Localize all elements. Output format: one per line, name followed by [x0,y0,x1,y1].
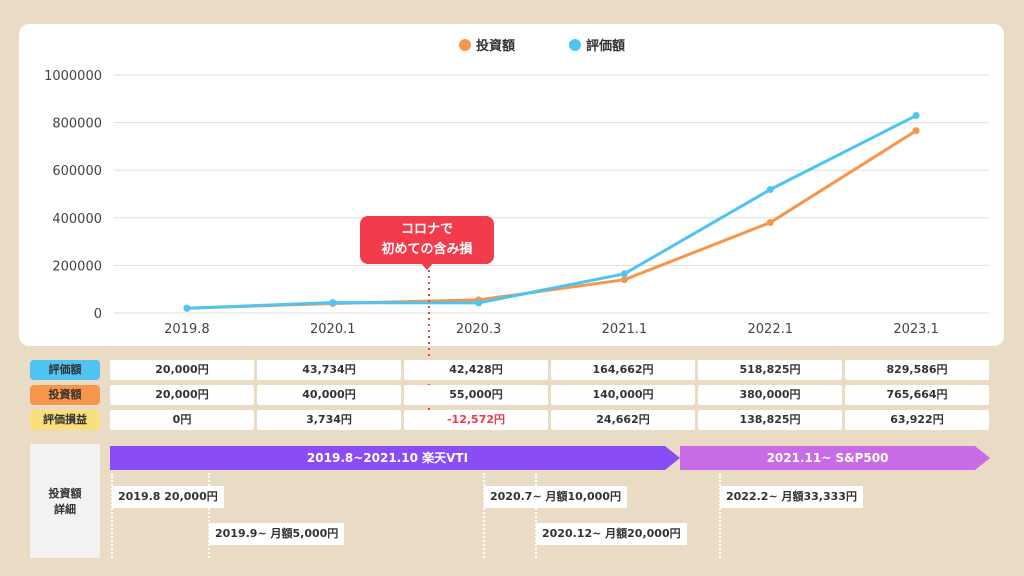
timeline-marker [535,473,537,558]
row-label: 投資額 [30,385,100,405]
timeline-marker [483,473,485,558]
y-tick-label: 800000 [52,117,102,132]
data-point [912,112,920,120]
investment-detail-label: 投資額 詳細 [30,444,100,558]
x-tick-label: 2020.3 [456,322,502,337]
legend-marker [569,39,581,51]
timeline-marker [208,473,210,558]
table-cell: 20,000円 [110,360,254,380]
callout-tail [420,262,434,270]
y-tick-label: 1000000 [44,69,102,84]
data-point [329,299,337,307]
table-cell: 63,922円 [845,410,989,430]
data-point [475,299,483,307]
chart-card: 0 200000 400000 600000 800000 1000000 2019.8 20… [19,24,1004,346]
detail-label-line-2: 詳細 [54,503,76,516]
timeline-marker [719,473,721,558]
table-cell: -12,572円 [404,410,548,430]
table-cell: 20,000円 [110,385,254,405]
data-point [912,127,920,135]
line-chart: 0 200000 400000 600000 800000 1000000 2019.8 20… [44,38,989,337]
table-cell: 0円 [110,410,254,430]
x-tick-label: 2019.8 [164,322,210,337]
band-label-vti: 2019.8~2021.10 楽天VTI [306,451,469,465]
table-cell: 55,000円 [404,385,548,405]
table-cell: 765,664円 [845,385,989,405]
legend-marker [459,39,471,51]
table-cell: 140,000円 [551,385,695,405]
table-cell: 40,000円 [257,385,401,405]
series-line [186,129,917,310]
data-point [620,276,628,284]
data-point [766,219,774,227]
detail-note: 2019.9~ 月額5,000円 [209,523,345,545]
y-tick-label: 400000 [52,212,102,227]
band-label-sp500: 2021.11~ S&P500 [766,451,889,465]
x-tick-label: 2020.1 [310,322,356,337]
x-tick-label: 2021.1 [602,322,648,337]
detail-note: 2020.7~ 月額10,000円 [484,486,627,508]
callout-line-1: コロナで [400,222,453,237]
covid-loss-callout: コロナで 初めての含み損 [360,216,494,264]
table-cell: 138,825円 [698,410,842,430]
series-line [186,114,917,310]
x-tick-label: 2022.1 [748,322,794,337]
row-label: 評価額 [30,360,100,380]
table-cell: 380,000円 [698,385,842,405]
table-cell: 829,586円 [845,360,989,380]
detail-note: 2022.2~ 月額33,333円 [720,486,863,508]
detail-note: 2019.8 20,000円 [112,486,224,508]
table-cell: 43,734円 [257,360,401,380]
detail-note: 2020.12~ 月額20,000円 [536,523,687,545]
legend-label: 投資額 [476,38,515,54]
table-cell: 518,825円 [698,360,842,380]
y-tick-label: 0 [94,307,102,322]
legend-label: 評価額 [586,38,625,54]
timeline-marker [111,473,113,558]
data-point [183,304,191,312]
y-tick-label: 200000 [52,259,102,274]
detail-label-line-1: 投資額 [48,487,82,500]
table-cell: 3,734円 [257,410,401,430]
y-tick-label: 600000 [52,164,102,179]
table-cell: 24,662円 [551,410,695,430]
data-point [620,270,628,278]
row-label: 評価損益 [30,410,100,430]
table-cell: 42,428円 [404,360,548,380]
table-cell: 164,662円 [551,360,695,380]
x-tick-label: 2023.1 [893,322,939,337]
data-point [766,186,774,194]
callout-line-2: 初めての含み損 [381,242,473,257]
